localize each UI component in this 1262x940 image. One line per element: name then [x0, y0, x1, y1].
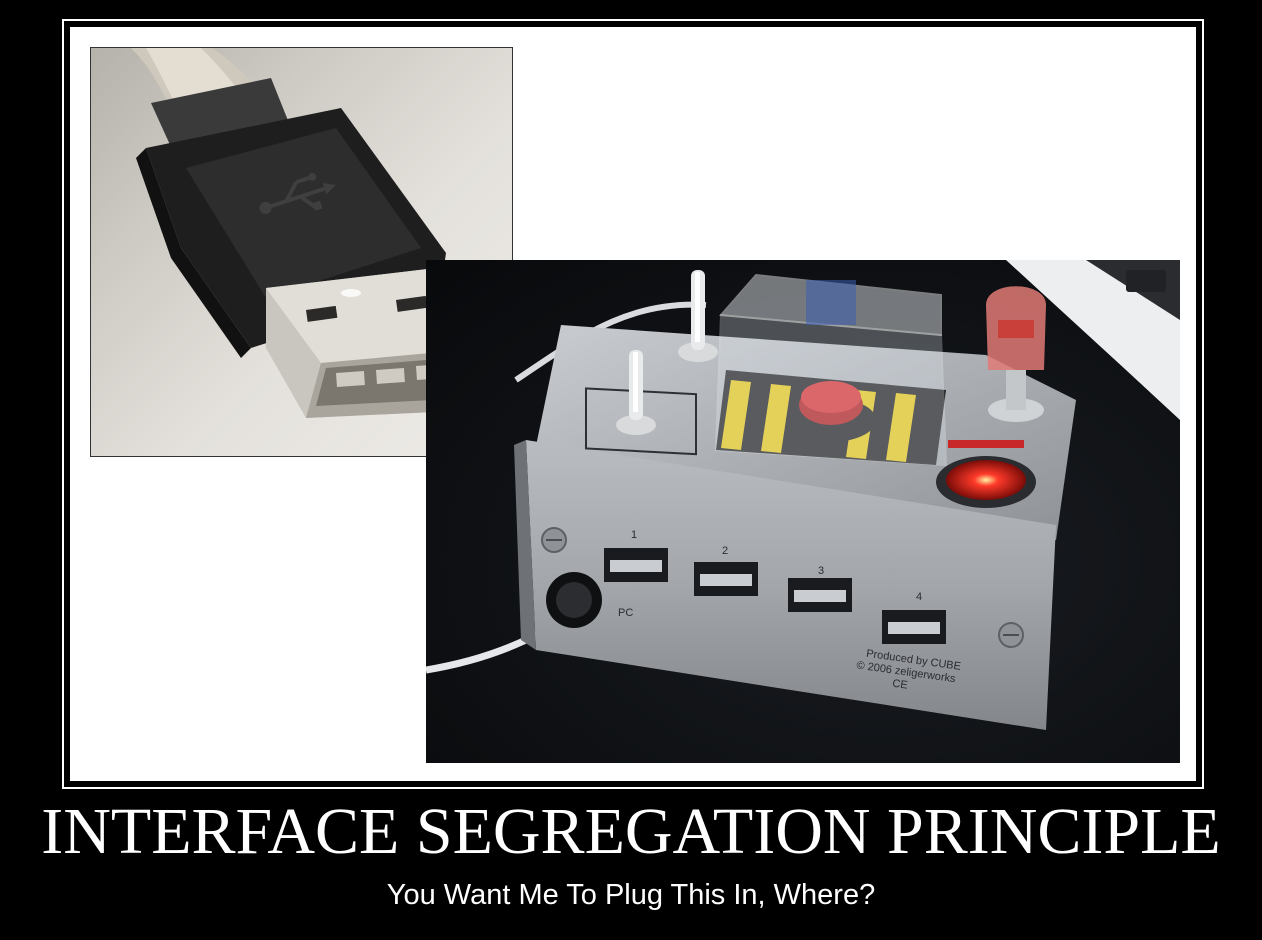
- usb-hub-illustration: PC 1 2 3 4 Produc: [426, 260, 1180, 730]
- port-number-1: 1: [631, 529, 637, 541]
- usb-hub-photo: PC 1 2 3 4 Produc: [426, 260, 1180, 763]
- usb-logo-icon: [259, 172, 336, 214]
- poster-outer-border: [62, 19, 1204, 789]
- poster-subtitle: You Want Me To Plug This In, Where?: [386, 879, 876, 911]
- port-number-3: 3: [818, 565, 824, 577]
- red-push-button: [786, 381, 876, 442]
- poster-image-area: PC 1 2 3 4 Produc: [70, 27, 1196, 781]
- port-number-4: 4: [916, 591, 922, 603]
- toggle-switch-right: [678, 270, 718, 362]
- hub-maker-label-line3: CE: [892, 678, 909, 692]
- toggle-switch-left: [616, 350, 656, 435]
- pc-port-label: PC: [618, 607, 633, 619]
- usb-port-1: [604, 548, 668, 582]
- usb-port-2: [694, 562, 758, 596]
- port-number-2: 2: [722, 545, 728, 557]
- red-led-indicator: [936, 440, 1036, 508]
- key-switch: [986, 286, 1046, 422]
- usb-port-4: [882, 610, 946, 644]
- usb-port-3: [788, 578, 852, 612]
- poster-title: INTERFACE SEGREGATION PRINCIPLE: [41, 795, 1221, 868]
- pc-input-port: [546, 572, 602, 628]
